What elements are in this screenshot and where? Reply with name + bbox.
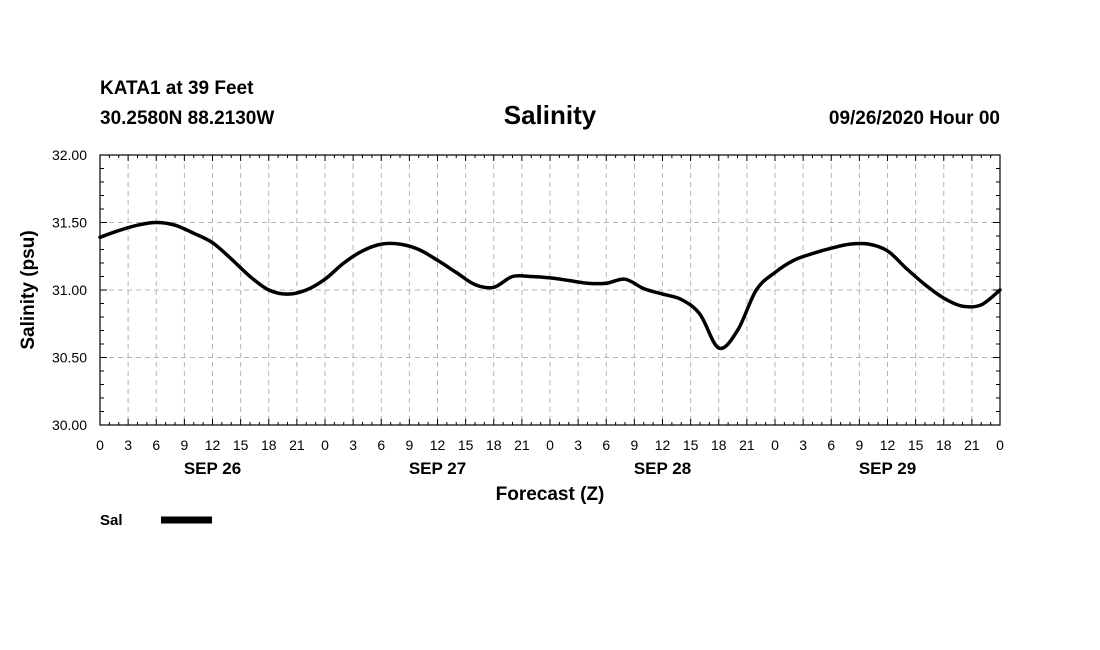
x-tick-label: 3 [349, 437, 357, 453]
x-tick-label: 12 [205, 437, 221, 453]
y-tick-label: 31.50 [52, 215, 87, 231]
y-tick-label: 30.00 [52, 417, 87, 433]
x-tick-label: 12 [655, 437, 671, 453]
y-tick-label: 30.50 [52, 350, 87, 366]
x-tick-label: 21 [514, 437, 530, 453]
x-tick-label: 9 [855, 437, 863, 453]
x-tick-label: 15 [233, 437, 249, 453]
x-tick-label: 18 [936, 437, 952, 453]
x-tick-label: 0 [996, 437, 1004, 453]
grid-lines [100, 155, 1000, 425]
x-tick-label: 12 [430, 437, 446, 453]
x-tick-label: 18 [486, 437, 502, 453]
x-tick-label: 21 [739, 437, 755, 453]
x-tick-label: 9 [630, 437, 638, 453]
chart-title: Salinity [504, 100, 597, 130]
x-tick-label: 6 [152, 437, 160, 453]
x-tick-label: 15 [458, 437, 474, 453]
x-tick-label: 15 [683, 437, 699, 453]
legend: Sal [100, 512, 212, 529]
axis-ticks [99, 154, 1001, 426]
station-label: KATA1 at 39 Feet [100, 78, 254, 99]
y-tick-label: 32.00 [52, 147, 87, 163]
x-tick-label: 21 [964, 437, 980, 453]
day-label: SEP 28 [634, 459, 691, 478]
x-axis-label: Forecast (Z) [496, 484, 605, 505]
day-labels: SEP 26 SEP 27 SEP 28 SEP 29 [184, 459, 916, 478]
x-tick-label: 3 [574, 437, 582, 453]
x-tick-label: 18 [261, 437, 277, 453]
y-tick-label: 31.00 [52, 282, 87, 298]
series-line-sal [98, 220, 1002, 351]
x-tick-label: 0 [546, 437, 554, 453]
day-label: SEP 26 [184, 459, 241, 478]
x-tick-label: 6 [827, 437, 835, 453]
x-tick-label: 3 [799, 437, 807, 453]
y-tick-labels: 30.00 30.50 31.00 31.50 32.00 [52, 147, 87, 433]
coordinates-label: 30.2580N 88.2130W [100, 108, 274, 129]
x-tick-label: 12 [880, 437, 896, 453]
x-tick-label: 0 [96, 437, 104, 453]
x-tick-label: 6 [602, 437, 610, 453]
day-label: SEP 29 [859, 459, 916, 478]
x-tick-labels: 0 3 6 9 12 15 18 21 0 3 6 9 12 15 18 21 0 3 6 9 12 15 18 21 0 3 6 9… [96, 437, 1004, 453]
x-tick-label: 15 [908, 437, 924, 453]
day-label: SEP 27 [409, 459, 466, 478]
x-tick-label: 3 [124, 437, 132, 453]
x-tick-label: 6 [377, 437, 385, 453]
legend-label-sal: Sal [100, 512, 123, 529]
x-tick-label: 18 [711, 437, 727, 453]
x-tick-label: 0 [321, 437, 329, 453]
y-axis-label: Salinity (psu) [18, 230, 39, 349]
x-tick-label: 9 [405, 437, 413, 453]
x-tick-label: 9 [180, 437, 188, 453]
x-tick-label: 21 [289, 437, 305, 453]
forecast-run-label: 09/26/2020 Hour 00 [829, 108, 1000, 129]
x-tick-label: 0 [771, 437, 779, 453]
